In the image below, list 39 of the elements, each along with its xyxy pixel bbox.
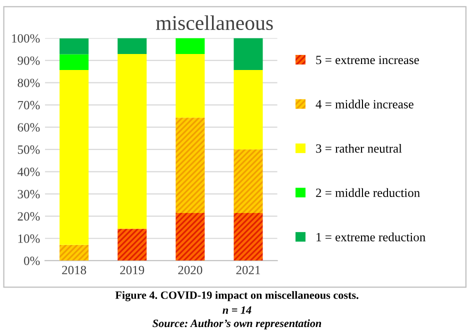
legend-label: 1 = extreme reduction — [316, 232, 426, 242]
y-tick-label: 0% — [24, 256, 40, 266]
bar — [234, 213, 263, 261]
x-tick-label: 2020 — [178, 266, 202, 274]
y-tick-label: 20% — [18, 212, 40, 221]
y-tick-label: 40% — [18, 168, 40, 176]
bar — [176, 213, 205, 261]
bar — [118, 38, 147, 54]
source-note: Source: Author’s own representation — [152, 319, 322, 330]
y-tick-label: 90% — [18, 56, 40, 65]
bar — [234, 70, 263, 150]
bar — [118, 54, 147, 229]
x-tick-label: 2018 — [62, 266, 86, 274]
bar — [234, 149, 263, 214]
bar — [176, 54, 205, 118]
x-tick-label: 2021 — [236, 266, 260, 274]
bar — [60, 54, 89, 70]
y-tick-label: 80% — [18, 78, 40, 88]
chart-title: miscellaneous — [156, 15, 273, 30]
bar — [60, 70, 89, 245]
bar — [60, 244, 89, 261]
y-tick-label: 50% — [18, 145, 40, 154]
bar — [118, 228, 147, 261]
y-tick-label: 30% — [18, 190, 40, 198]
legend-label: 4 = middle increase — [316, 100, 414, 108]
bar — [176, 38, 205, 54]
caption: Figure 4. COVID-19 impact on miscellaneous costs. — [115, 291, 358, 302]
legend-label: 5 = extreme increase — [316, 56, 419, 64]
bar — [176, 118, 205, 214]
bar — [234, 38, 263, 70]
x-tick-label: 2019 — [120, 266, 144, 274]
y-tick-label: 60% — [18, 123, 40, 132]
y-tick-label: 10% — [18, 234, 40, 243]
legend-label: 3 = rather neutral — [316, 144, 402, 153]
bar — [60, 38, 89, 54]
text: n = 14 — [222, 306, 252, 314]
legend-label: 2 = middle reduction — [316, 188, 420, 198]
y-tick-label: 100% — [12, 34, 40, 43]
y-tick-label: 70% — [18, 100, 40, 110]
